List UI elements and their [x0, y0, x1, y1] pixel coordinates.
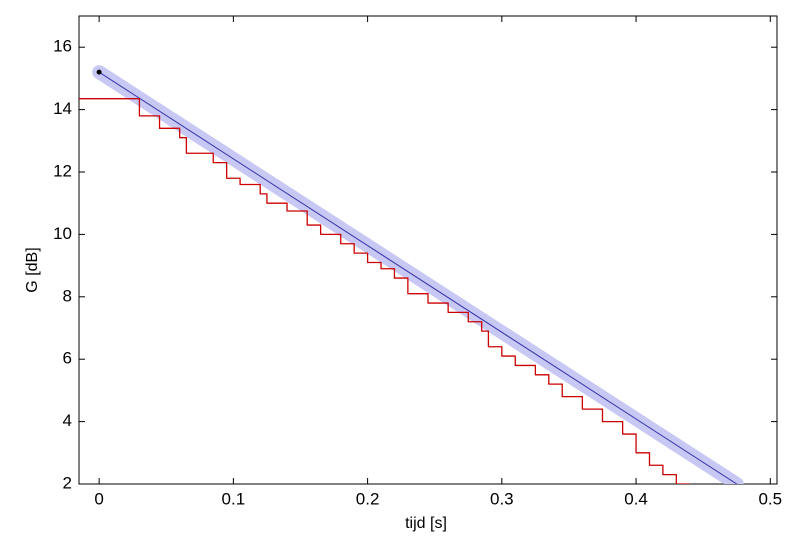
x-tick-label: 0.1	[222, 489, 246, 508]
plot-content	[79, 65, 744, 484]
y-axis-label: G [dB]	[24, 247, 41, 292]
plot-area	[78, 15, 778, 485]
x-tick-label: 0.4	[624, 489, 648, 508]
y-tick-label: 4	[63, 411, 72, 430]
line	[98, 71, 738, 484]
line	[79, 98, 691, 484]
y-tick-label: 14	[53, 99, 72, 118]
x-tick-label: 0	[94, 489, 103, 508]
y-tick-label: 10	[53, 224, 72, 243]
y-tick-label: 12	[53, 161, 72, 180]
x-tick-label: 0.2	[356, 489, 380, 508]
x-axis-label: tijd [s]	[405, 515, 447, 532]
y-tick-label: 2	[63, 473, 72, 492]
marker	[96, 69, 102, 75]
y-tick-label: 16	[53, 37, 72, 56]
y-tick-label: 8	[63, 286, 72, 305]
x-tick-label: 0.5	[758, 489, 782, 508]
y-tick-label: 6	[63, 349, 72, 368]
x-tick-label: 0.3	[490, 489, 514, 508]
